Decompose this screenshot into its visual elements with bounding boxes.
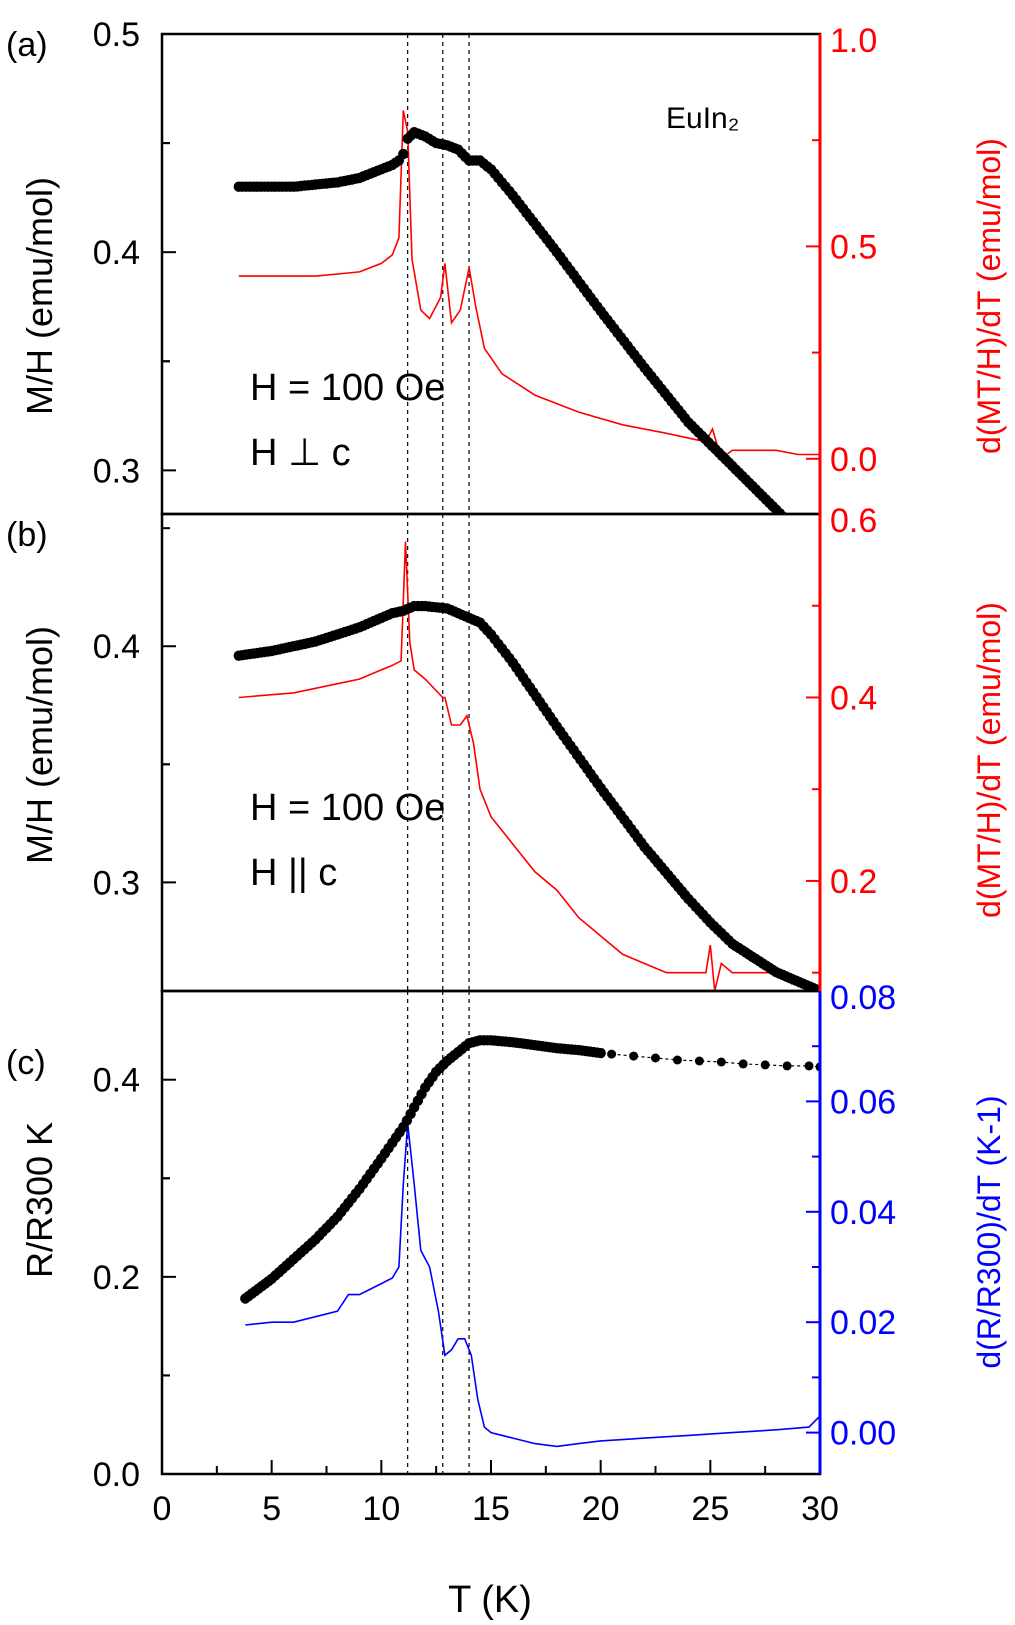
panel-b-right-ticks: 0.2 0.4 0.6	[806, 502, 877, 974]
panel-a-right-tick-label: 0.0	[830, 441, 877, 479]
x-tick-label: 20	[582, 1490, 620, 1528]
panel-a-left-series	[233, 127, 818, 549]
panel-a-series-0-point	[804, 536, 814, 546]
panel-c-right-series	[245, 1123, 820, 1448]
panel-c-x-ticks: 0 5 10 15 20 25 30	[153, 1460, 839, 1528]
panel-c-right-tick-label: 0.02	[830, 1304, 896, 1342]
panel-c: 0.0 0.2 0.4 0.00 0.02 0.04 0.06 0.08 0 5 10 15 20 2…	[6, 979, 1007, 1621]
panel-b: 0.3 0.4 0.2 0.4 0.6 (b) H = 100 Oe H || c M…	[6, 502, 1007, 991]
panel-b-guides	[407, 514, 470, 991]
x-tick-label: 10	[362, 1490, 400, 1528]
panel-c-series-2-line	[245, 1123, 820, 1448]
panel-b-left-series	[233, 600, 820, 991]
panel-a-right-ticks: 0.0 0.5 1.0	[806, 22, 877, 479]
x-tick-label: 30	[801, 1490, 839, 1528]
panel-b-field-annotation: H = 100 Oe	[250, 787, 445, 829]
panel-a-guides	[407, 34, 470, 514]
panel-a-left-tick-label: 0.4	[93, 234, 140, 272]
panel-b-right-series	[238, 541, 820, 991]
panel-c-series-1-point	[607, 1049, 617, 1059]
panel-c-left-tick-label: 0.2	[93, 1259, 140, 1297]
panel-b-orientation-annotation: H || c	[250, 852, 337, 894]
panel-b-left-ticks: 0.3 0.4	[93, 527, 176, 902]
panel-c-series-0-point	[595, 1047, 606, 1059]
panel-a-right-axis-label: d(MT/H)/dT (emu/mol)	[971, 138, 1007, 454]
panel-c-right-tick-label: 0.00	[830, 1415, 896, 1453]
panel-c-left-ticks: 0.0 0.2 0.4	[93, 1062, 176, 1494]
panel-a-orientation-annotation: H ⊥ c	[250, 432, 351, 474]
panel-a-series-0-point	[782, 515, 792, 525]
panel-c-series-1-point	[782, 1061, 792, 1071]
panel-a-series-0-point	[800, 533, 810, 543]
panel-c-series-1-point	[738, 1059, 748, 1069]
panel-a-label: (a)	[6, 26, 48, 64]
panel-a-right-tick-label: 1.0	[830, 22, 877, 60]
panel-a-sample-annotation: EuIn₂	[666, 102, 739, 135]
panel-a-field-annotation: H = 100 Oe	[250, 367, 445, 409]
panel-a-series-0-point	[793, 526, 803, 536]
x-tick-label: 15	[472, 1490, 510, 1528]
panel-b-right-axis-label: d(MT/H)/dT (emu/mol)	[971, 602, 1007, 918]
panel-b-frame	[160, 512, 822, 993]
panel-c-left-tick-label: 0.4	[93, 1062, 140, 1100]
panel-a-series-0-point	[786, 519, 796, 529]
axis-frames	[160, 32, 822, 1476]
panel-b-right-tick-label: 0.6	[830, 502, 877, 540]
panel-b-left-tick-label: 0.4	[93, 628, 140, 666]
panel-c-left-axis-label: R/R300 K	[19, 1122, 60, 1278]
panel-c-right-axis-label: d(R/R300)/dT (K-1)	[971, 1095, 1007, 1368]
panel-c-series-1-point	[629, 1051, 639, 1061]
panel-c-series-1-point	[760, 1060, 770, 1070]
panel-c-left-series	[240, 1035, 820, 1304]
panel-b-left-tick-label: 0.3	[93, 864, 140, 902]
panel-a-left-tick-label: 0.3	[93, 452, 140, 490]
panel-c-series-1-point	[651, 1053, 660, 1063]
panel-c-series-1-point	[672, 1055, 682, 1065]
panel-c-series-1-point	[694, 1056, 704, 1066]
panel-b-series-1-line	[238, 541, 820, 991]
panel-a-series-0-point	[789, 523, 799, 533]
panel-a-series-0-point	[797, 530, 807, 540]
panel-c-series-1-point	[716, 1057, 726, 1067]
panel-c-left-tick-label: 0.0	[93, 1456, 140, 1494]
panel-c-series-1-point	[804, 1061, 814, 1071]
panel-a-left-ticks: 0.3 0.4 0.5	[93, 16, 176, 490]
x-tick-label: 0	[153, 1490, 172, 1528]
x-tick-label: 5	[262, 1490, 281, 1528]
panel-c-right-tick-label: 0.04	[830, 1194, 896, 1232]
panel-c-right-tick-label: 0.08	[830, 979, 896, 1017]
panel-c-label: (c)	[6, 1044, 46, 1082]
panel-b-right-tick-label: 0.2	[830, 863, 877, 901]
panel-a-series-0-point	[398, 148, 409, 160]
panel-b-label: (b)	[6, 516, 48, 554]
panel-c-right-tick-label: 0.06	[830, 1083, 896, 1121]
x-axis-label: T (K)	[448, 1579, 532, 1621]
x-tick-label: 25	[691, 1490, 729, 1528]
panel-a: 0.3 0.4 0.5 0.0 0.5 1.0 (a) EuIn₂ H = 100 Oe…	[6, 16, 1007, 549]
panel-a-series-0-point	[808, 539, 818, 549]
panel-b-left-axis-label: M/H (emu/mol)	[19, 626, 60, 864]
panel-c-right-ticks: 0.00 0.02 0.04 0.06 0.08	[806, 979, 896, 1453]
panel-b-right-tick-label: 0.4	[830, 679, 877, 717]
panel-a-right-tick-label: 0.5	[830, 228, 877, 266]
panel-a-left-tick-label: 0.5	[93, 16, 140, 54]
panel-a-left-axis-label: M/H (emu/mol)	[19, 177, 60, 415]
